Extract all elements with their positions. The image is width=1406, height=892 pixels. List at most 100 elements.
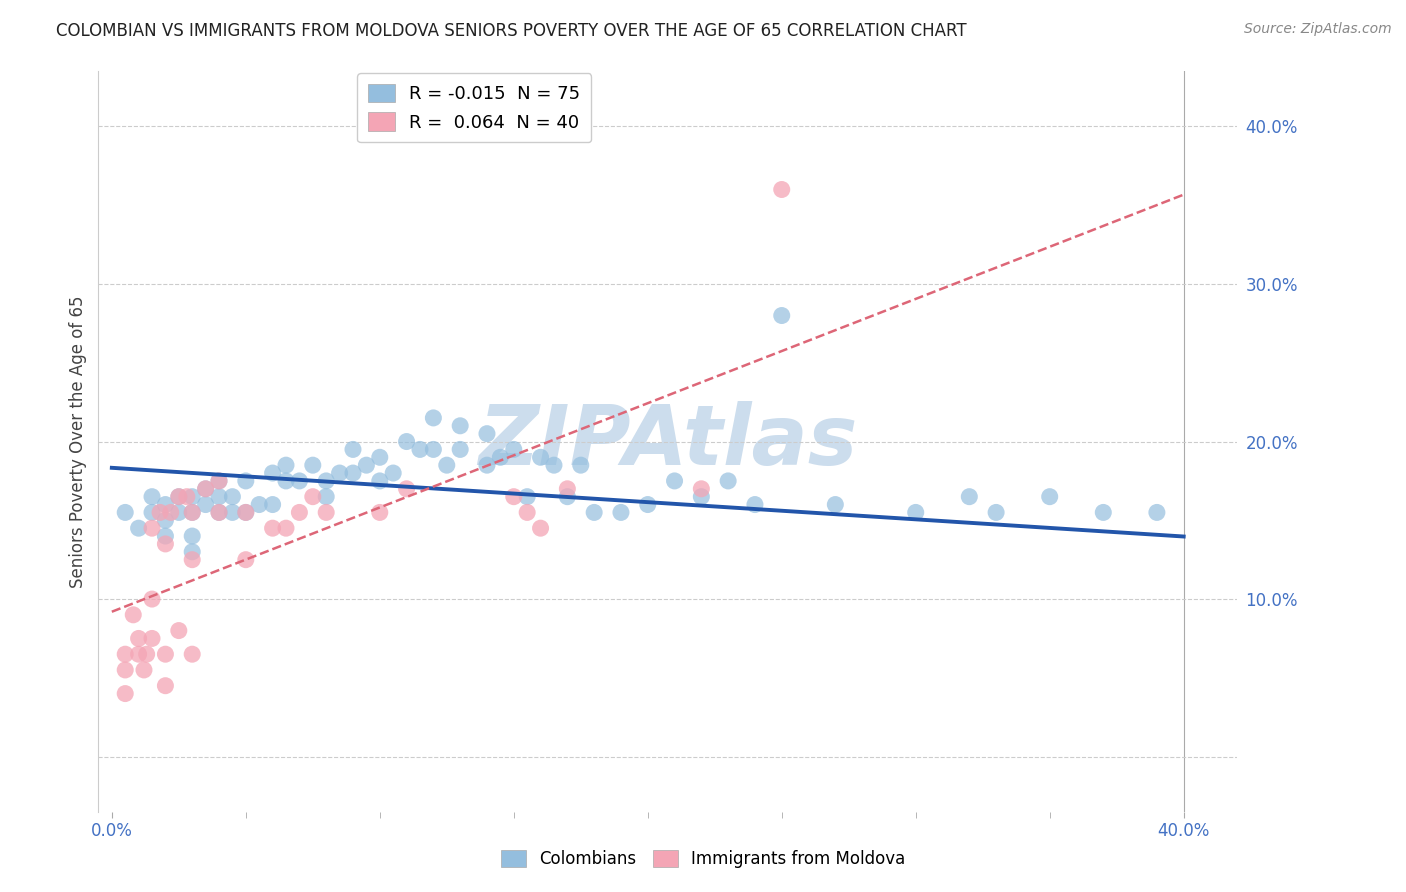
Point (208, 505, 231, 519)
Point (155, 498, 177, 512)
Point (395, 434, 418, 449)
Point (770, 309, 793, 323)
Point (356, 458, 378, 472)
Point (208, 490, 231, 504)
Point (1092, 505, 1115, 519)
Point (155, 513, 177, 527)
Point (543, 458, 565, 472)
Point (194, 498, 217, 512)
Point (984, 505, 1007, 519)
Point (610, 505, 633, 519)
Point (382, 466, 405, 480)
Point (690, 490, 713, 504)
Point (637, 498, 659, 512)
Point (368, 505, 391, 519)
Point (449, 418, 471, 433)
Point (516, 490, 538, 504)
Point (288, 505, 311, 519)
Point (422, 442, 444, 457)
Point (342, 466, 364, 480)
Point (409, 442, 432, 457)
Point (274, 458, 297, 472)
Point (247, 498, 270, 512)
Point (167, 490, 190, 504)
Point (449, 442, 471, 457)
Text: COLOMBIAN VS IMMIGRANTS FROM MOLDOVA SENIORS POVERTY OVER THE AGE OF 65 CORRELAT: COLOMBIAN VS IMMIGRANTS FROM MOLDOVA SEN… (56, 22, 967, 40)
Y-axis label: Seniors Poverty Over the Age of 65: Seniors Poverty Over the Age of 65 (69, 295, 87, 588)
Point (583, 505, 606, 519)
Point (529, 521, 551, 535)
Point (181, 505, 204, 519)
Point (159, 505, 181, 519)
Point (194, 482, 217, 496)
Legend: R = -0.015  N = 75, R =  0.064  N = 40: R = -0.015 N = 75, R = 0.064 N = 40 (357, 73, 592, 143)
Point (155, 679, 177, 693)
Point (475, 458, 498, 472)
Point (181, 490, 204, 504)
Point (516, 505, 538, 519)
Point (529, 450, 551, 465)
Point (141, 592, 163, 607)
Point (664, 474, 686, 488)
Point (957, 490, 980, 504)
Point (141, 490, 163, 504)
Point (315, 490, 337, 504)
Point (744, 498, 766, 512)
Point (301, 490, 323, 504)
Point (315, 474, 337, 488)
Point (208, 505, 231, 519)
Point (235, 505, 257, 519)
Point (208, 474, 231, 488)
Point (167, 624, 190, 638)
Point (690, 482, 713, 496)
Point (132, 663, 155, 677)
Point (717, 474, 740, 488)
Point (114, 647, 136, 661)
Point (557, 482, 579, 496)
Point (141, 505, 163, 519)
Point (301, 458, 323, 472)
Text: ZIPAtlas: ZIPAtlas (478, 401, 858, 482)
Point (368, 450, 391, 465)
Legend: Colombians, Immigrants from Moldova: Colombians, Immigrants from Moldova (494, 843, 912, 875)
Point (329, 466, 352, 480)
Point (135, 647, 157, 661)
Point (155, 537, 177, 551)
Point (181, 505, 204, 519)
Point (502, 490, 524, 504)
Point (315, 505, 337, 519)
Point (128, 647, 150, 661)
Point (155, 529, 177, 543)
Point (167, 490, 190, 504)
Point (194, 482, 217, 496)
Point (114, 687, 136, 701)
Point (181, 552, 204, 566)
Point (114, 505, 136, 519)
Text: Source: ZipAtlas.com: Source: ZipAtlas.com (1244, 22, 1392, 37)
Point (395, 482, 418, 496)
Point (502, 442, 524, 457)
Point (489, 450, 512, 465)
Point (141, 632, 163, 646)
Point (262, 521, 284, 535)
Point (208, 474, 231, 488)
Point (422, 411, 444, 425)
Point (235, 474, 257, 488)
Point (221, 490, 243, 504)
Point (569, 458, 592, 472)
Point (475, 426, 498, 441)
Point (141, 521, 163, 535)
Point (128, 632, 150, 646)
Point (128, 521, 150, 535)
Point (824, 498, 846, 512)
Point (176, 490, 198, 504)
Point (221, 505, 243, 519)
Point (122, 607, 145, 622)
Point (1039, 490, 1062, 504)
Point (181, 529, 204, 543)
Point (274, 474, 297, 488)
Point (149, 505, 172, 519)
Point (114, 663, 136, 677)
Point (262, 498, 284, 512)
Point (557, 490, 579, 504)
